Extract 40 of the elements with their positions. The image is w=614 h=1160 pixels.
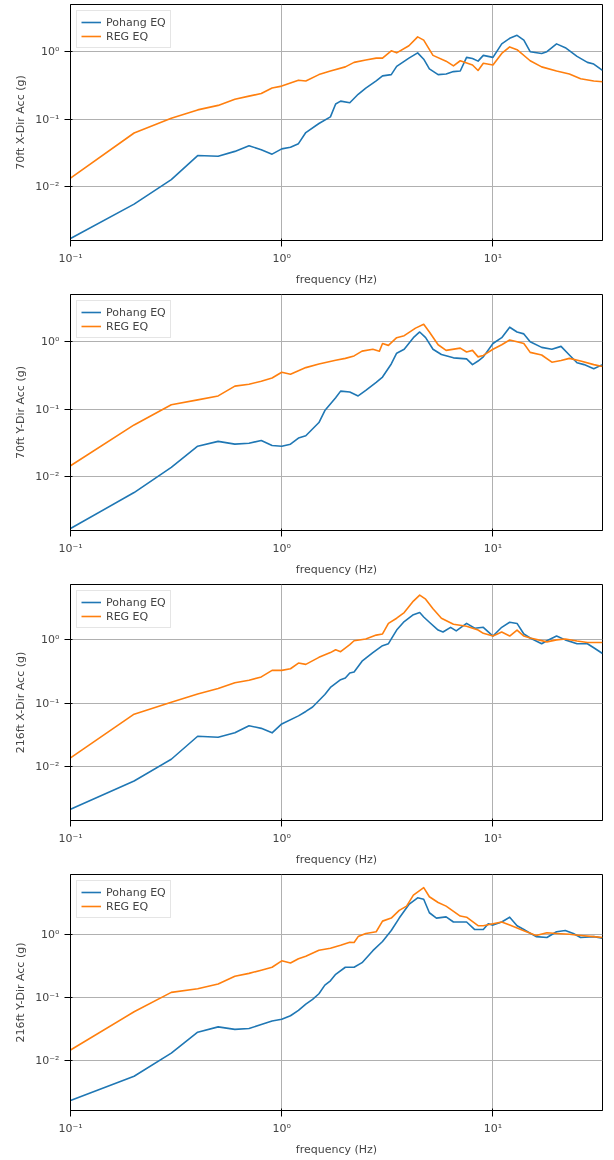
y-tick-label: 10⁻² [35, 469, 60, 483]
y-tick-label: 10⁻¹ [35, 990, 60, 1004]
y-tick-label: 10⁰ [41, 927, 61, 941]
x-tick-label: 10¹ [483, 1121, 503, 1135]
y-tick-label: 10⁻² [35, 179, 60, 193]
x-tick-label: 10¹ [483, 831, 503, 845]
y-tick-label: 10⁻¹ [35, 402, 60, 416]
legend-label: Pohang EQ [106, 15, 166, 29]
legend-label: REG EQ [106, 609, 149, 623]
y-tick-label: 10⁰ [41, 633, 61, 647]
y-tick-label: 10⁰ [41, 45, 61, 59]
y-tick-label: 10⁻² [35, 1053, 60, 1067]
legend-label: Pohang EQ [106, 305, 166, 319]
legend-label: Pohang EQ [106, 595, 166, 609]
legend-label: REG EQ [106, 29, 149, 43]
x-tick-label: 10¹ [483, 251, 503, 265]
x-tick-label: 10⁻¹ [58, 541, 83, 555]
x-tick-label: 10⁰ [272, 251, 292, 265]
y-tick-label: 10⁻² [35, 759, 60, 773]
legend-label: Pohang EQ [106, 885, 166, 899]
x-axis-title: frequency (Hz) [295, 272, 378, 286]
x-tick-label: 10⁻¹ [58, 251, 83, 265]
y-axis-title: 70ft X-Dir Acc (g) [14, 75, 28, 170]
x-tick-label: 10⁰ [272, 831, 292, 845]
x-tick-label: 10¹ [483, 541, 503, 555]
y-axis-title: 216ft X-Dir Acc (g) [14, 651, 28, 754]
x-tick-label: 10⁰ [272, 1121, 292, 1135]
x-tick-label: 10⁻¹ [58, 1121, 83, 1135]
x-axis-title: frequency (Hz) [295, 1142, 378, 1156]
x-axis-title: frequency (Hz) [295, 562, 378, 576]
legend-label: REG EQ [106, 319, 149, 333]
x-tick-label: 10⁰ [272, 541, 292, 555]
y-tick-label: 10⁰ [41, 335, 61, 349]
y-tick-label: 10⁻¹ [35, 696, 60, 710]
x-axis-title: frequency (Hz) [295, 852, 378, 866]
x-tick-label: 10⁻¹ [58, 831, 83, 845]
legend-label: REG EQ [106, 899, 149, 913]
y-axis-title: 70ft Y-Dir Acc (g) [14, 366, 28, 459]
y-axis-title: 216ft Y-Dir Acc (g) [14, 942, 28, 1043]
y-tick-label: 10⁻¹ [35, 112, 60, 126]
